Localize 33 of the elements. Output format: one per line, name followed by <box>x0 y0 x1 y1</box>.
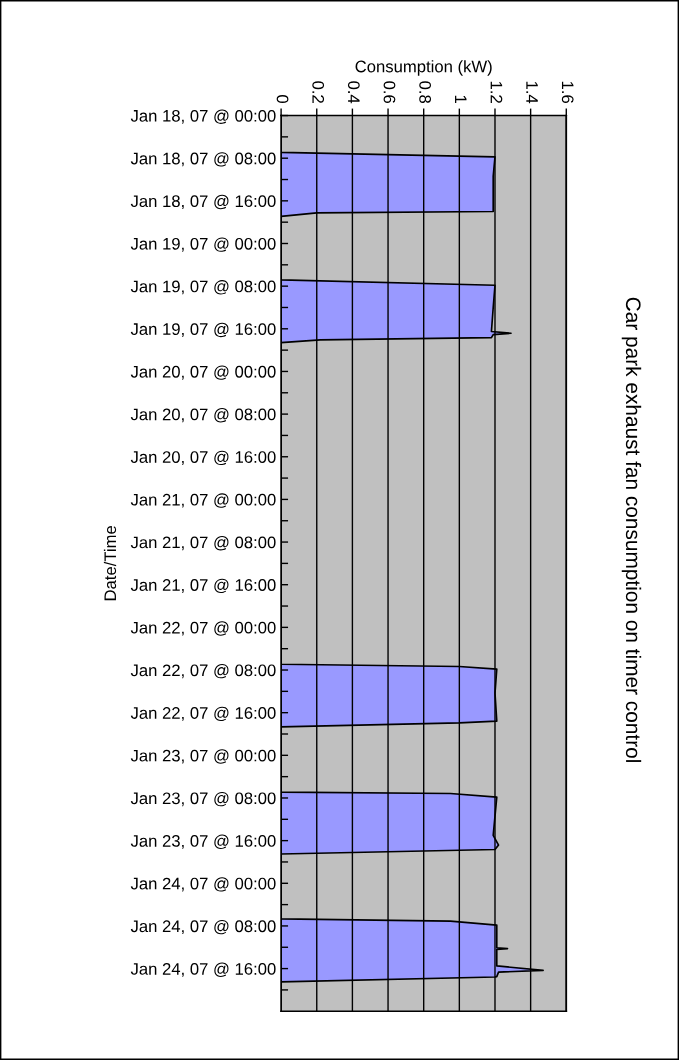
y-tick-label: Jan 19, 07 @ 16:00 <box>130 322 276 338</box>
y-tick-label: Jan 22, 07 @ 08:00 <box>130 663 276 679</box>
y-tick-label: Jan 20, 07 @ 16:00 <box>130 450 276 466</box>
y-tick-label: Jan 23, 07 @ 08:00 <box>130 791 276 807</box>
text: Car park exhaust fan consumption on timer control <box>621 297 642 762</box>
x-axis-title: Consumption (kW) <box>355 60 492 76</box>
y-tick-label: Jan 21, 07 @ 16:00 <box>130 578 276 594</box>
y-tick-label: Jan 19, 07 @ 08:00 <box>130 280 276 295</box>
y-tick-label: Jan 22, 07 @ 00:00 <box>130 621 276 636</box>
x-tick-label: 0.6 <box>383 81 396 103</box>
x-tick-label: 1.6 <box>561 81 574 103</box>
y-tick-label: Jan 24, 07 @ 00:00 <box>130 877 276 892</box>
y-tick-label: Jan 18, 07 @ 16:00 <box>130 194 276 210</box>
y-tick-label: Jan 23, 07 @ 00:00 <box>130 749 276 764</box>
x-tick-label: 0.2 <box>312 81 325 103</box>
x-tick-label: 0.8 <box>419 81 432 104</box>
x-tick-label: 0.4 <box>347 81 360 104</box>
y-axis-title: Date/Time <box>103 526 117 601</box>
x-tick-label: 1.4 <box>526 81 538 104</box>
y-tick-label: Jan 24, 07 @ 08:00 <box>130 919 276 935</box>
y-tick-label: Jan 18, 07 @ 00:00 <box>130 109 276 124</box>
y-tick-label: Jan 22, 07 @ 16:00 <box>130 706 276 722</box>
y-tick-label: Jan 24, 07 @ 16:00 <box>130 962 276 977</box>
y-tick-label: Jan 20, 07 @ 08:00 <box>130 408 276 423</box>
y-tick-label: Jan 21, 07 @ 08:00 <box>130 536 276 551</box>
x-tick-label: 0 <box>276 95 289 104</box>
y-tick-label: Jan 19, 07 @ 00:00 <box>130 237 276 252</box>
y-tick-label: Jan 21, 07 @ 00:00 <box>130 493 276 508</box>
y-tick-label: Jan 23, 07 @ 16:00 <box>130 834 276 849</box>
x-tick-label: 1 <box>455 95 467 103</box>
x-tick-label: 1.2 <box>490 81 503 103</box>
y-tick-label: Jan 20, 07 @ 00:00 <box>130 365 276 380</box>
y-tick-label: Jan 18, 07 @ 08:00 <box>130 152 276 167</box>
